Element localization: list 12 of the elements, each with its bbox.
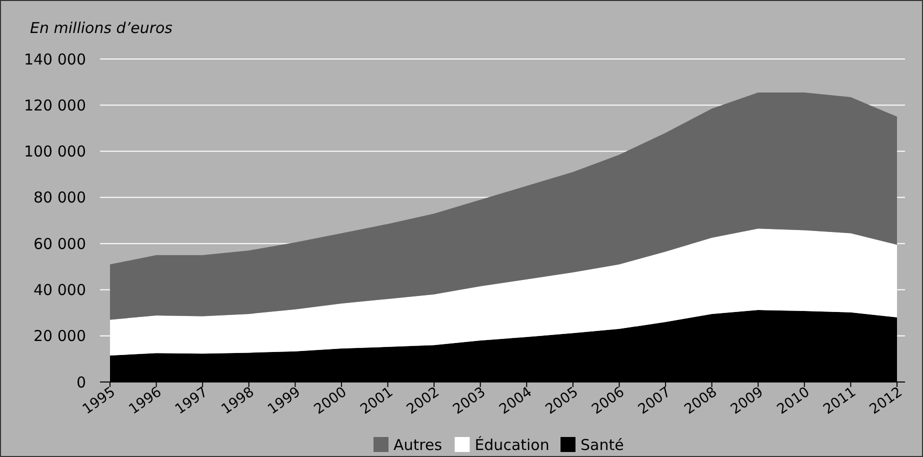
y-tick-label: 40 000	[34, 280, 86, 299]
y-tick-label: 100 000	[24, 142, 86, 161]
y-axis-title: En millions d’euros	[30, 19, 173, 37]
y-tick-label: 140 000	[24, 50, 86, 68]
y-tick-label: 120 000	[24, 96, 86, 114]
y-tick-label: 20 000	[34, 327, 86, 346]
legend-label: Autres	[394, 436, 442, 454]
legend-label: Éducation	[474, 436, 550, 454]
y-tick-label: 80 000	[34, 188, 86, 207]
y-tick-label: 0	[76, 373, 86, 392]
y-tick-label: 60 000	[34, 234, 86, 253]
legend-label: Santé	[580, 436, 624, 454]
